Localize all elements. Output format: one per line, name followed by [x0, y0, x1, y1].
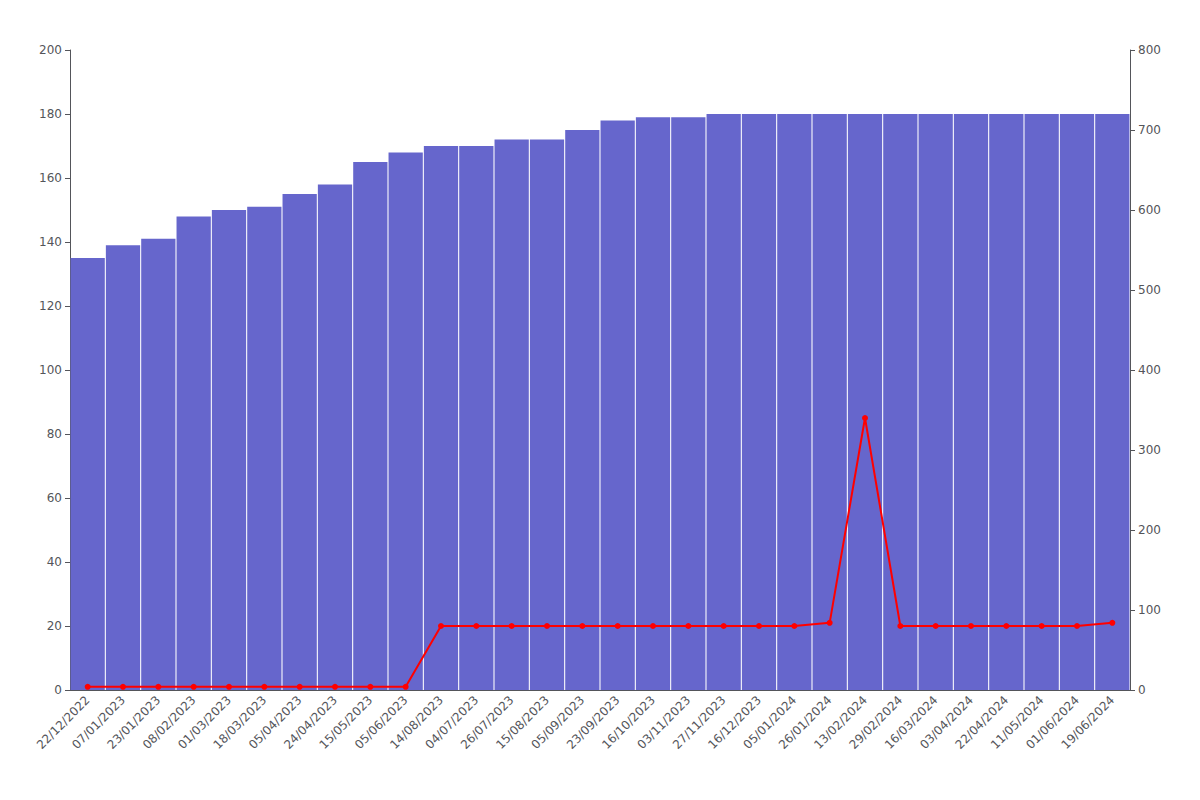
svg-text:27/11/2023: 27/11/2023	[669, 693, 729, 752]
svg-text:23/01/2023: 23/01/2023	[104, 693, 164, 752]
svg-text:08/02/2023: 08/02/2023	[139, 693, 199, 752]
svg-text:26/01/2024: 26/01/2024	[775, 693, 835, 752]
svg-text:16/12/2023: 16/12/2023	[705, 693, 764, 752]
svg-text:800: 800	[1138, 43, 1161, 57]
svg-text:20: 20	[47, 619, 62, 633]
svg-text:03/04/2024: 03/04/2024	[917, 693, 976, 752]
svg-text:180: 180	[39, 107, 62, 121]
svg-text:03/11/2023: 03/11/2023	[634, 693, 694, 752]
svg-text:11/05/2024: 11/05/2024	[987, 693, 1047, 752]
svg-text:140: 140	[39, 235, 62, 249]
svg-text:80: 80	[47, 427, 62, 441]
svg-text:05/04/2023: 05/04/2023	[245, 693, 305, 752]
svg-text:01/06/2024: 01/06/2024	[1023, 693, 1082, 752]
svg-text:100: 100	[39, 363, 62, 377]
svg-text:16/03/2024: 16/03/2024	[881, 693, 941, 752]
svg-text:40: 40	[47, 555, 62, 569]
svg-text:100: 100	[1138, 603, 1161, 617]
svg-text:23/09/2023: 23/09/2023	[563, 693, 623, 752]
svg-text:600: 600	[1138, 203, 1161, 217]
svg-text:700: 700	[1138, 123, 1161, 137]
svg-text:05/01/2024: 05/01/2024	[740, 693, 800, 752]
svg-text:400: 400	[1138, 363, 1161, 377]
svg-text:16/10/2023: 16/10/2023	[599, 693, 658, 752]
svg-text:18/03/2023: 18/03/2023	[210, 693, 270, 752]
svg-text:0: 0	[1138, 683, 1146, 697]
svg-text:05/06/2023: 05/06/2023	[351, 693, 411, 752]
svg-text:15/05/2023: 15/05/2023	[316, 693, 376, 752]
svg-text:15/08/2023: 15/08/2023	[493, 693, 552, 752]
svg-text:24/04/2023: 24/04/2023	[281, 693, 340, 752]
svg-text:0: 0	[54, 683, 62, 697]
svg-text:200: 200	[39, 43, 62, 57]
svg-text:160: 160	[39, 171, 62, 185]
svg-text:01/03/2023: 01/03/2023	[175, 693, 234, 752]
svg-text:120: 120	[39, 299, 62, 313]
svg-text:500: 500	[1138, 283, 1161, 297]
svg-text:29/02/2024: 29/02/2024	[846, 693, 906, 752]
svg-text:22/12/2022: 22/12/2022	[33, 693, 93, 752]
svg-text:300: 300	[1138, 443, 1161, 457]
svg-text:13/02/2024: 13/02/2024	[811, 693, 870, 752]
svg-text:14/08/2023: 14/08/2023	[387, 693, 446, 752]
svg-text:200: 200	[1138, 523, 1161, 537]
svg-text:04/07/2023: 04/07/2023	[422, 693, 482, 752]
svg-text:07/01/2023: 07/01/2023	[69, 693, 128, 752]
svg-text:22/04/2024: 22/04/2024	[952, 693, 1012, 752]
svg-text:05/09/2023: 05/09/2023	[528, 693, 588, 752]
svg-text:19/06/2024: 19/06/2024	[1059, 693, 1118, 752]
svg-text:26/07/2023: 26/07/2023	[457, 693, 517, 752]
svg-text:60: 60	[47, 491, 62, 505]
